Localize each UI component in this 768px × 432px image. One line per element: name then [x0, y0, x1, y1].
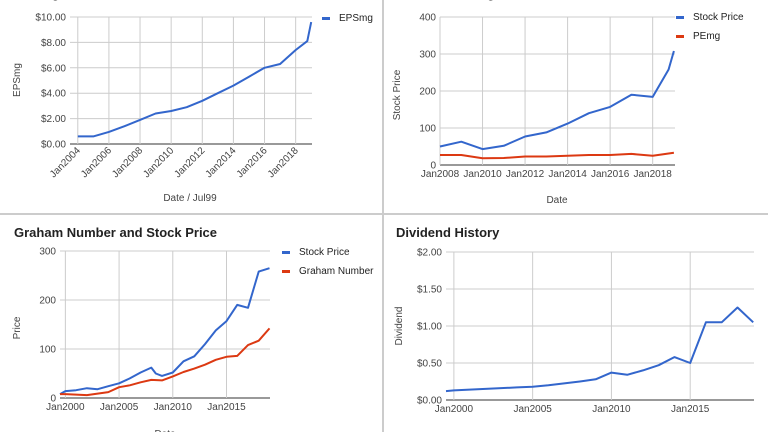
dividend-chart-title: Dividend History	[396, 225, 500, 240]
graham-chart-y-tick-label: 100	[39, 345, 56, 356]
eps-chart-y-tick-label: $2.00	[41, 114, 66, 125]
price-pe-chart-legend-label-1: Stock Price	[693, 12, 744, 23]
eps-chart-y-tick-label: $4.00	[41, 89, 66, 100]
price-pe-chart-series-line-2	[440, 151, 675, 160]
price-pe-chart-y-tick-label: 300	[419, 50, 436, 61]
dividend-chart-series-line-1	[445, 306, 754, 393]
eps-chart-x-tick-label: Jan2008	[110, 145, 145, 180]
eps-chart-x-axis-label: Date / Jul99	[163, 193, 217, 204]
price-pe-chart-x-axis-label: Date	[546, 195, 568, 206]
price-pe-chart-series-line-1	[439, 50, 675, 151]
price-pe-chart-x-tick-label: Jan2012	[506, 169, 545, 180]
graham-chart-x-tick-label: Jan2010	[154, 402, 193, 413]
graham-chart: Graham Number and Stock Price 0 100 200 300 J…	[12, 225, 374, 432]
graham-chart-legend-swatch-1	[282, 251, 290, 254]
eps-chart-title: EPSmg	[14, 0, 60, 1]
price-pe-chart: Price and PEmg0100200300400Jan2008Jan201…	[392, 0, 744, 206]
dividend-chart-y-axis-label: Dividend	[394, 307, 405, 346]
graham-chart-title: Graham Number and Stock Price	[14, 225, 217, 240]
graham-chart-legend-swatch-2	[282, 270, 290, 273]
graham-chart-series-line-2	[60, 327, 271, 397]
dividend-chart-x-tick-label: Jan2000	[435, 404, 474, 415]
price-pe-chart-panel: Price and PEmg0100200300400Jan2008Jan201…	[384, 0, 768, 213]
dividend-chart: Dividend History $0.00 $0.50 $1.00 $1.50 $2.0…	[394, 225, 754, 415]
horizontal-divider	[0, 213, 768, 215]
price-pe-chart-legend-label-2: PEmg	[693, 31, 720, 42]
dividend-chart-x-tick-label: Jan2015	[671, 404, 710, 415]
dividend-chart-x-tick-label: Jan2010	[592, 404, 631, 415]
dividend-chart-y-tick-label: $1.50	[417, 285, 442, 296]
eps-chart-y-axis-label: EPSmg	[12, 63, 23, 97]
eps-chart-y-tick-label: $8.00	[41, 38, 66, 49]
graham-chart-x-axis-label: Date	[154, 429, 176, 432]
price-pe-chart-x-tick-label: Jan2016	[591, 169, 630, 180]
graham-chart-x-tick-label: Jan2015	[207, 402, 246, 413]
eps-chart-y-tick-label: $6.00	[41, 63, 66, 74]
graham-chart-series-line-1	[59, 267, 270, 395]
price-pe-chart-x-tick-label: Jan2014	[548, 169, 587, 180]
price-pe-chart-x-tick-label: Jan2018	[633, 169, 672, 180]
eps-chart-legend-swatch-1	[322, 17, 330, 20]
dividend-chart-y-tick-label: $0.00	[417, 396, 442, 407]
graham-chart-y-axis-label: Price	[12, 316, 23, 339]
graham-chart-y-tick-label: 200	[39, 296, 56, 307]
price-pe-chart-y-tick-label: 0	[430, 161, 436, 172]
vertical-divider	[382, 0, 384, 432]
price-pe-chart-x-tick-label: Jan2008	[421, 169, 460, 180]
eps-chart-legend-label-1: EPSmg	[339, 13, 373, 24]
eps-chart-x-tick-label: Jan2014	[204, 145, 239, 180]
dividend-chart-x-tick-label: Jan2005	[513, 404, 552, 415]
graham-chart-x-tick-label: Jan2005	[100, 402, 139, 413]
price-pe-chart-x-tick-label: Jan2010	[463, 169, 502, 180]
eps-chart-panel: EPSmg $0.00 $2.00 $4.00 $6.00 $8.00 $10.00 Jan2…	[0, 0, 382, 213]
dividend-chart-y-tick-label: $0.50	[417, 359, 442, 370]
eps-chart-x-tick-label: Jan2018	[266, 145, 301, 180]
graham-chart-legend-label-2: Graham Number	[299, 266, 374, 277]
eps-chart-series-line-1	[77, 21, 313, 138]
graham-chart-y-tick-label: 300	[39, 247, 56, 258]
eps-chart-y-tick-label: $10.00	[35, 13, 66, 24]
eps-chart-x-tick-label: Jan2012	[172, 145, 207, 180]
price-pe-chart-y-axis-label: Stock Price	[392, 69, 403, 120]
eps-chart-x-tick-label: Jan2016	[235, 145, 270, 180]
price-pe-chart-legend-swatch-2	[676, 35, 684, 38]
dividend-chart-y-tick-label: $1.00	[417, 322, 442, 333]
graham-chart-legend-label-1: Stock Price	[299, 247, 350, 258]
price-pe-chart-y-tick-label: 200	[419, 87, 436, 98]
price-pe-chart-legend-swatch-1	[676, 16, 684, 19]
eps-chart-y-tick-label: $0.00	[41, 140, 66, 151]
dividend-chart-panel: Dividend History $0.00 $0.50 $1.00 $1.50 $2.0…	[384, 215, 768, 432]
price-pe-chart-y-tick-label: 400	[419, 13, 436, 24]
price-pe-chart-title: Price and PEmg	[396, 0, 495, 1]
dividend-chart-y-tick-label: $2.00	[417, 248, 442, 259]
price-pe-chart-y-tick-label: 100	[419, 124, 436, 135]
graham-chart-y-tick-label: 0	[50, 394, 56, 405]
eps-chart-x-tick-label: Jan2010	[141, 145, 176, 180]
eps-chart-x-tick-label: Jan2006	[79, 145, 114, 180]
graham-chart-panel: Graham Number and Stock Price 0 100 200 300 J…	[0, 215, 382, 432]
eps-chart: EPSmg $0.00 $2.00 $4.00 $6.00 $8.00 $10.00 Jan2…	[12, 0, 373, 204]
graham-chart-x-tick-label: Jan2000	[46, 402, 85, 413]
